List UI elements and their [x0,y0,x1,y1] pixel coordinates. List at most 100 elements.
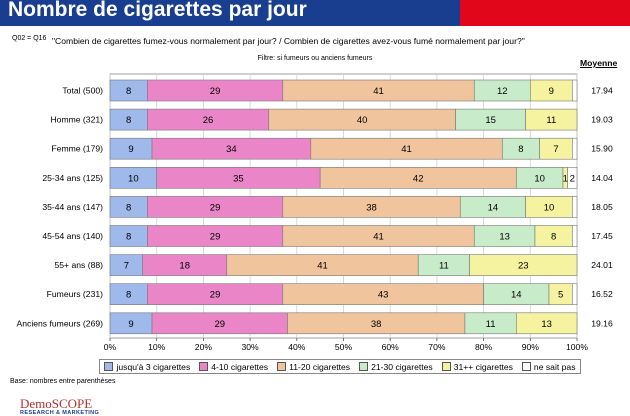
x-tick-label: 10% [148,342,166,352]
bar-segment [515,312,578,335]
legend-item: 4-10 cigarettes [199,362,268,372]
data-label: 18 [179,261,190,272]
data-label: 13 [499,232,510,243]
x-tick-label: 30% [241,342,259,352]
data-label: 40 [357,115,368,126]
legend-label: ne sait pas [533,361,576,372]
data-label: 8 [126,290,131,301]
moyenne-value: 16.52 [591,289,613,299]
banner-blue-block [0,0,460,26]
data-label: 5 [558,290,563,301]
stacked-bar-chart: 0% 10% 20% 30% 40% 50% 60% 70% 80% 90% 100% Total (… [17,73,613,352]
data-label: 14 [511,290,522,301]
category-label: Femme (179) [51,144,103,154]
moyenne-value: 24.01 [591,260,613,270]
data-label: 8 [126,86,131,97]
bar-segment [567,167,578,189]
data-label: 29 [210,232,221,243]
data-label: 8 [126,115,131,126]
data-label: 13 [541,319,552,330]
data-label: 8 [126,232,131,243]
data-label: 29 [210,290,221,301]
x-tick-label: 20% [195,342,213,352]
bar-segment [525,108,578,131]
data-label: 11 [439,261,449,272]
legend-item: ne sait pas [521,361,576,372]
data-label: 10 [544,202,555,213]
page-title: Nombre de cigarettes par jour [8,0,307,21]
question-text: "Combien de cigarettes fumez-vous normal… [52,36,525,46]
data-label: 15 [485,115,496,126]
data-label: 43 [378,290,389,301]
legend-swatch [521,362,531,371]
data-label: 41 [317,261,328,272]
data-label: 2 [570,173,575,184]
category-label: Total (500) [62,86,103,96]
data-label: 10 [128,173,139,184]
bar-segment [572,225,578,247]
data-label: 38 [371,319,382,330]
x-tick-label: 100% [566,342,588,352]
filter-note: Filtre: si fumeurs ou anciens fumeurs [257,55,373,62]
base-note: Base: nombres entre parenthèses [10,378,116,385]
moyenne-value: 17.45 [591,231,613,241]
data-label: 9 [128,319,133,330]
bar-segment [572,79,578,102]
data-label: 1 [563,173,568,184]
data-label: 8 [126,202,131,213]
data-label: 34 [226,144,237,155]
data-label: 35 [233,173,244,184]
data-label: 9 [128,144,133,155]
x-tick-label: 60% [382,342,400,352]
data-label: 41 [373,232,384,243]
bar-segment [572,283,578,306]
legend-item: 21-30 cigarettes [359,362,433,372]
data-label: 29 [214,319,225,330]
data-label: 12 [497,86,508,97]
chart-legend: jusqu'à 3 cigarettes 4-10 cigarettes 11-20… [99,359,581,374]
data-label: 23 [518,261,529,272]
x-tick-label: 0% [104,342,117,352]
moyenne-value: 15.90 [591,144,613,154]
legend-swatch [104,362,114,371]
legend-item: jusqu'à 3 cigarettes [104,362,190,372]
x-tick-label: 40% [288,342,306,352]
bar-segment [469,254,578,276]
legend-label: 4-10 cigarettes [211,361,269,372]
demoscope-logo: DemoSCOPE RESEARCH & MARKETING [20,397,99,416]
data-label: 41 [401,144,412,155]
moyenne-value: 19.03 [591,115,613,125]
legend-label: 11-20 cigarettes [289,361,351,372]
moyenne-value: 19.16 [591,318,613,328]
category-label: Anciens fumeurs (269) [17,318,104,328]
bar-segment [572,196,578,218]
category-label: 55+ ans (88) [55,260,104,270]
moyenne-value: 18.05 [591,202,613,212]
banner-red-block [460,0,630,26]
moyenne-value: 17.94 [591,86,613,96]
category-label: 25-34 ans (125) [42,173,103,183]
data-label: 26 [203,115,214,126]
moyenne-value: 14.04 [591,173,613,183]
data-label: 11 [486,319,496,330]
legend-label: 21-30 cigarettes [371,361,433,372]
category-label: Homme (321) [50,115,103,125]
data-label: 29 [210,86,221,97]
legend-item: 31++ cigarettes [441,361,513,372]
data-label: 10 [534,173,545,184]
bar-segment [572,137,578,160]
data-label: 11 [546,115,556,126]
legend-label: 31++ cigarettes [453,361,513,372]
data-label: 7 [553,144,558,155]
legend-swatch [441,362,451,371]
data-label: 38 [366,202,377,213]
x-tick-label: 90% [522,342,540,352]
category-label: 35-44 ans (147) [42,202,103,212]
legend-swatch [359,362,369,371]
x-tick-label: 70% [428,342,446,352]
data-label: 14 [488,202,499,213]
data-label: 42 [413,173,424,184]
moyenne-header: Moyenne [580,58,618,68]
logo-main-text: DemoSCOPE [20,396,93,411]
data-label: 29 [210,202,221,213]
